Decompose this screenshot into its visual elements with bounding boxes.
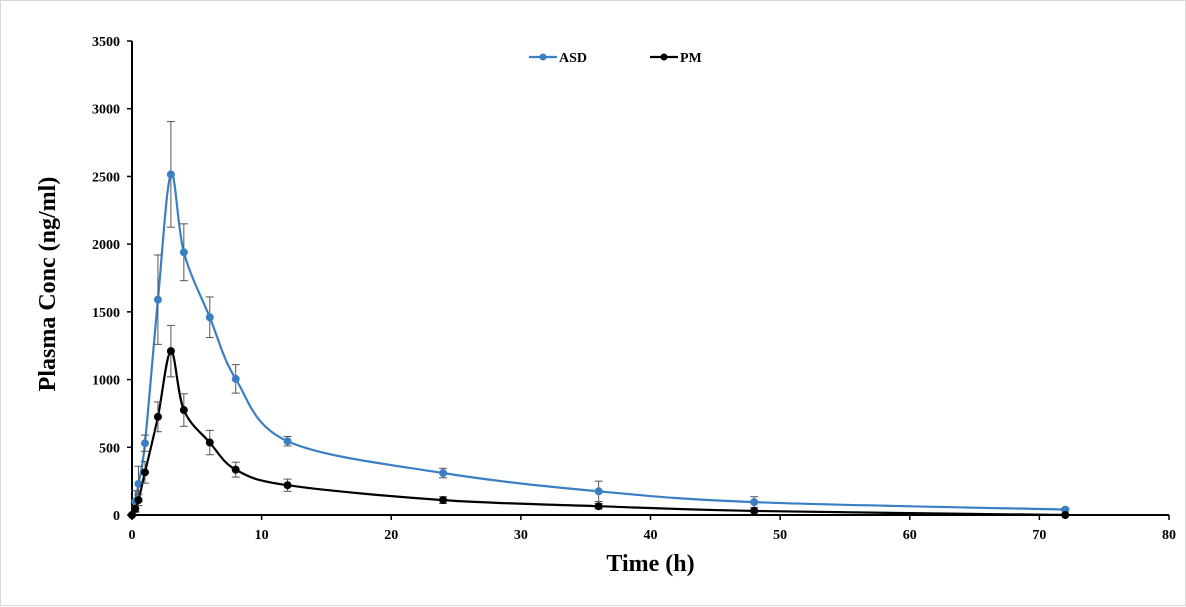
legend-label-pm: PM <box>680 51 702 66</box>
x-tick-label: 20 <box>384 528 398 543</box>
data-point-asd <box>166 170 175 179</box>
y-axis-ticks: 0 500 1000 1500 2000 2500 3000 3500 <box>92 35 132 524</box>
legend-swatch-marker <box>660 53 668 61</box>
data-point-pm <box>205 438 214 447</box>
y-tick-label: 2000 <box>92 238 120 253</box>
data-point-asd <box>750 498 759 507</box>
data-point-pm <box>594 502 603 511</box>
series-pm <box>128 324 1070 519</box>
y-tick-label: 3500 <box>92 35 120 50</box>
data-point-asd <box>205 313 214 322</box>
x-tick-label: 30 <box>514 528 528 543</box>
y-tick-label: 0 <box>113 509 120 524</box>
axes: 0 10 20 30 40 50 60 70 80 0 500 1000 1500 2000 2500 30… <box>92 35 1176 543</box>
x-axis-ticks: 0 10 20 30 40 50 60 70 80 <box>129 515 1176 543</box>
x-tick-label: 60 <box>903 528 917 543</box>
x-tick-label: 10 <box>255 528 269 543</box>
data-point-pm <box>750 506 759 515</box>
data-point-asd <box>179 248 188 257</box>
legend-item-pm: PM <box>650 51 702 66</box>
y-tick-label: 3000 <box>92 103 120 118</box>
x-tick-label: 80 <box>1162 528 1176 543</box>
data-point-asd <box>231 374 240 383</box>
data-point-pm <box>166 347 175 356</box>
x-tick-label: 0 <box>129 528 136 543</box>
data-point-pm <box>131 504 140 513</box>
x-tick-label: 50 <box>773 528 787 543</box>
y-tick-label: 1000 <box>92 374 120 389</box>
series-asd <box>128 121 1070 519</box>
legend-label-asd: ASD <box>559 51 587 66</box>
y-tick-label: 1500 <box>92 306 120 321</box>
x-tick-label: 70 <box>1032 528 1046 543</box>
data-point-pm <box>1061 511 1070 519</box>
data-point-pm <box>439 496 448 505</box>
y-axis-title: Plasma Conc (ng/ml) <box>35 177 61 392</box>
y-tick-label: 2500 <box>92 170 120 185</box>
data-point-asd <box>283 437 292 446</box>
legend: ASD PM <box>529 51 702 66</box>
data-point-pm <box>140 468 149 477</box>
x-axis-title: Time (h) <box>606 551 694 577</box>
data-point-asd <box>439 469 448 478</box>
data-point-pm <box>231 465 240 474</box>
data-point-pm <box>179 406 188 415</box>
series-line-pm <box>131 350 1066 517</box>
y-tick-label: 500 <box>99 441 120 456</box>
legend-item-asd: ASD <box>529 51 587 66</box>
series-layer <box>128 121 1070 519</box>
data-point-pm <box>283 481 292 490</box>
data-point-asd <box>140 439 149 448</box>
data-point-pm <box>134 496 143 505</box>
series-line-asd <box>130 172 1066 516</box>
data-point-asd <box>153 295 162 304</box>
data-point-asd <box>594 487 603 496</box>
legend-swatch-marker <box>539 53 547 61</box>
data-point-pm <box>128 511 136 519</box>
x-tick-label: 40 <box>644 528 658 543</box>
data-point-pm <box>153 412 162 421</box>
